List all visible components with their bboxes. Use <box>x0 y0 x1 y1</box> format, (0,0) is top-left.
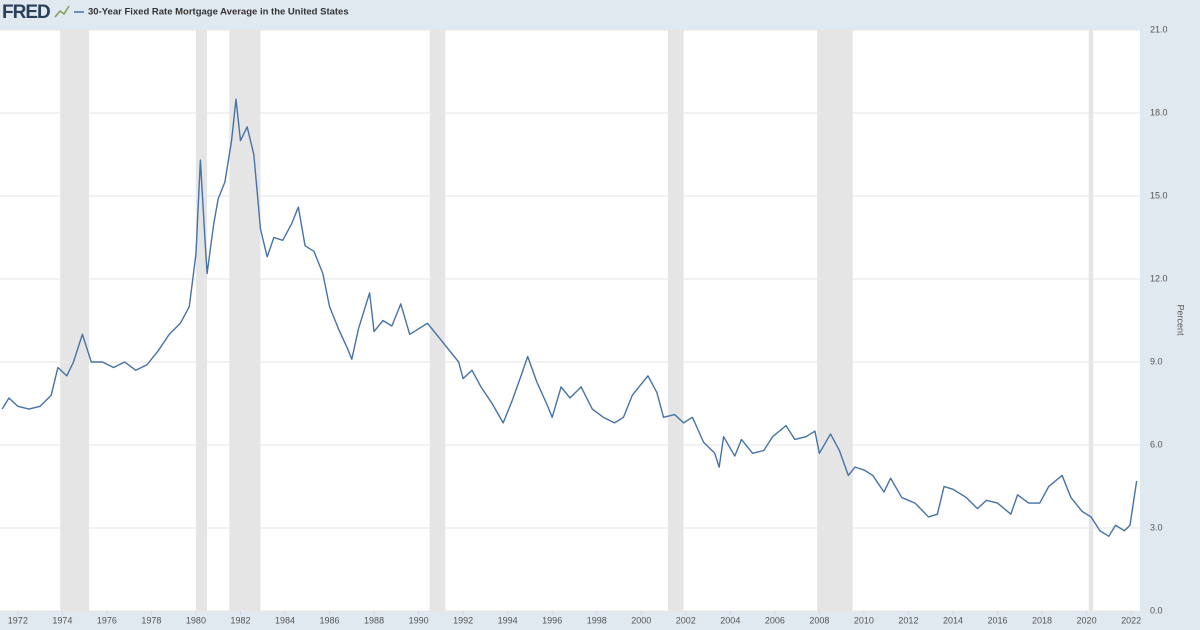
x-tick-label: 1978 <box>141 615 161 625</box>
x-tick-label: 2012 <box>898 615 918 625</box>
y-tick-label: 3.0 <box>1150 522 1163 532</box>
recession-band <box>667 30 684 611</box>
x-tick-label: 2006 <box>765 615 785 625</box>
y-tick-label: 6.0 <box>1150 439 1163 449</box>
brand: FRED <box>2 2 50 23</box>
brand-icon <box>54 5 70 18</box>
recession-band <box>195 30 208 611</box>
x-tick-label: 1994 <box>498 615 518 625</box>
recession-band <box>229 30 261 611</box>
recession-band <box>60 30 90 611</box>
line-layer <box>1 98 1138 537</box>
x-tick-label: 1976 <box>97 615 117 625</box>
x-tick-label: 2016 <box>987 615 1007 625</box>
grid-layer <box>0 29 1140 615</box>
x-tick-label: 1972 <box>8 615 28 625</box>
x-tick-label: 1984 <box>275 615 295 625</box>
y-tick-label: 18.0 <box>1150 107 1168 117</box>
x-tick-label: 1992 <box>453 615 473 625</box>
x-tick-label: 2008 <box>809 615 829 625</box>
y-tick-label: 15.0 <box>1150 190 1168 200</box>
data-line <box>1 98 1138 537</box>
x-tick-label: 2010 <box>854 615 874 625</box>
legend-label: 30-Year Fixed Rate Mortgage Average in t… <box>88 7 349 18</box>
y-tick-label: 0.0 <box>1150 605 1163 615</box>
y-tick-label: 9.0 <box>1150 356 1163 366</box>
y-tick-label: 12.0 <box>1150 273 1168 283</box>
x-tick-label: 2002 <box>676 615 696 625</box>
x-tick-label: 2004 <box>720 615 740 625</box>
x-tick-label: 2020 <box>1077 615 1097 625</box>
x-tick-label: 1982 <box>230 615 250 625</box>
x-tick-label: 2014 <box>943 615 963 625</box>
x-tick-label: 1974 <box>52 615 72 625</box>
x-tick-label: 1986 <box>320 615 340 625</box>
y-tick-label: 21.0 <box>1150 24 1168 34</box>
x-tick-label: 2000 <box>631 615 651 625</box>
y-axis-label: Percent <box>1176 304 1186 336</box>
recession-band <box>429 30 446 611</box>
label-layer: 0.0 3.0 6.0 9.0 12.0 15.0 18.0 21.0 1972 1974 1976… <box>8 7 1168 626</box>
recession-band <box>1088 30 1094 611</box>
x-tick-label: 1980 <box>186 615 206 625</box>
x-tick-label: 1990 <box>409 615 429 625</box>
recession-band <box>817 30 853 611</box>
x-tick-label: 1996 <box>542 615 562 625</box>
x-tick-label: 2022 <box>1121 615 1141 625</box>
x-tick-label: 1998 <box>587 615 607 625</box>
x-tick-label: 2018 <box>1032 615 1052 625</box>
plot-area <box>0 30 1140 611</box>
recession-layer <box>60 30 1094 611</box>
x-tick-label: 1988 <box>364 615 384 625</box>
